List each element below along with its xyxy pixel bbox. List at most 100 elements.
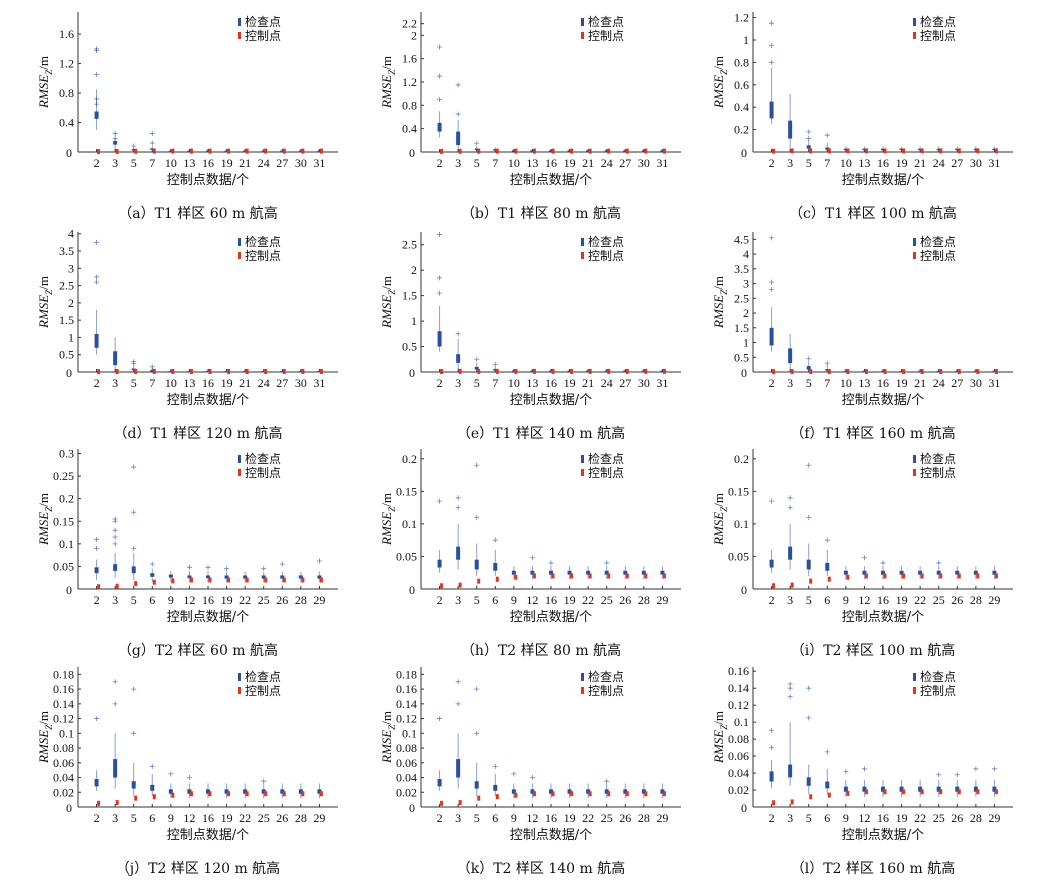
check-box xyxy=(936,786,941,792)
legend-check-label: 检查点 xyxy=(245,234,281,249)
control-marker xyxy=(440,800,444,806)
y-axis-label-unit: /m xyxy=(379,56,394,70)
chart-panel-a: 0 0.4 0.8 1.2 1.6 2 3 5 7 10 13 16 19 21 24 27 30 31 检查点控制… xyxy=(36,12,338,222)
check-box xyxy=(150,573,155,577)
check-box xyxy=(280,150,285,153)
control-marker xyxy=(282,368,286,374)
chart-panel-d: 00.511.522.533.542 3 5 7 10 13 16 19 21 24 27 30 31检… xyxy=(36,227,338,442)
chart-panel-l: 0 0.02 0.04 0.06 0.08 0.1 0.12 0.14 0.16 2 3 5 6 9 12 1… xyxy=(711,664,1013,877)
control-marker xyxy=(514,574,518,580)
x-tick-label: 19 xyxy=(221,376,233,390)
check-box xyxy=(456,759,461,778)
x-tick-label: 5 xyxy=(131,811,137,825)
y-tick-label: 0.4 xyxy=(734,100,749,114)
y-tick-label: 0.06 xyxy=(728,749,749,763)
x-tick-label: 27 xyxy=(619,376,631,390)
legend-check-label: 检查点 xyxy=(245,669,281,684)
check-box xyxy=(113,140,118,145)
legend-control-label: 控制点 xyxy=(245,249,281,263)
x-tick-label: 2 xyxy=(437,156,443,170)
chart-panel-c: 0 0.2 0.4 0.6 0.8 1 1.2 2 3 5 7 10 13 16 19 21 24 27 30 31 检… xyxy=(711,11,1013,222)
x-tick-label: 16 xyxy=(545,376,557,390)
control-marker xyxy=(662,791,666,797)
control-marker xyxy=(440,148,444,154)
legend-check-label: 检查点 xyxy=(588,669,624,684)
y-axis-label-unit: /m xyxy=(711,56,726,70)
legend-check-label: 检查点 xyxy=(245,14,281,29)
panel-caption: （e）T1 样区 140 m 航高 xyxy=(457,425,625,442)
check-box xyxy=(243,575,248,579)
check-box xyxy=(298,575,303,579)
x-tick-label: 16 xyxy=(877,376,889,390)
control-marker xyxy=(827,369,831,375)
x-axis-label: 控制点数据/个 xyxy=(510,173,592,188)
legend-check-label: 检查点 xyxy=(920,14,956,29)
y-tick-label: 0.04 xyxy=(396,771,417,785)
check-box xyxy=(530,370,535,372)
y-tick-label: 0.15 xyxy=(396,484,417,498)
x-tick-label: 26 xyxy=(951,811,963,825)
x-tick-label: 3 xyxy=(455,156,461,170)
check-box xyxy=(549,789,553,794)
check-outlier xyxy=(806,514,812,520)
y-axis-label: RMSEZ/m xyxy=(711,711,729,764)
y-axis-label-unit: /m xyxy=(711,276,726,290)
x-tick-label: 28 xyxy=(295,593,307,607)
check-outlier xyxy=(437,716,443,722)
check-box xyxy=(936,148,941,151)
control-marker xyxy=(957,369,961,375)
check-box xyxy=(94,333,99,348)
y-tick-label: 0.16 xyxy=(396,682,417,696)
control-marker xyxy=(588,368,592,374)
check-box xyxy=(474,781,479,789)
control-marker xyxy=(902,369,906,375)
x-axis-label: 控制点数据/个 xyxy=(510,828,592,843)
x-tick-label: 2 xyxy=(769,593,775,607)
check-box xyxy=(586,570,591,575)
chart-panel-e: 00.511.522.52 3 5 7 10 13 16 19 21 24 27 30 31检查点控制点… xyxy=(379,232,681,442)
x-tick-label: 30 xyxy=(638,156,650,170)
y-tick-label: 0 xyxy=(66,801,72,815)
check-outlier xyxy=(843,768,849,774)
check-box xyxy=(660,789,665,794)
check-box xyxy=(113,351,118,366)
check-outlier xyxy=(474,356,480,362)
control-marker xyxy=(994,573,998,579)
x-tick-label: 24 xyxy=(933,156,945,170)
y-tick-label: 0.5 xyxy=(734,350,749,364)
check-outlier xyxy=(474,730,480,736)
legend-control-marker xyxy=(581,32,584,39)
x-tick-label: 16 xyxy=(202,593,214,607)
x-tick-label: 19 xyxy=(564,593,576,607)
check-box xyxy=(586,789,591,794)
check-outlier xyxy=(824,749,830,755)
check-box xyxy=(168,574,173,578)
check-box xyxy=(936,370,941,373)
y-tick-label: 0.16 xyxy=(728,664,749,678)
x-tick-label: 27 xyxy=(276,376,288,390)
control-marker xyxy=(134,795,138,801)
check-box xyxy=(493,562,498,571)
check-outlier xyxy=(806,462,812,468)
y-tick-label: 0.02 xyxy=(396,785,417,799)
y-tick-label: 0.1 xyxy=(59,537,74,551)
check-box xyxy=(881,370,885,373)
control-marker xyxy=(809,148,813,154)
check-box xyxy=(437,559,442,568)
check-outlier xyxy=(769,728,775,734)
check-box xyxy=(317,150,322,153)
x-tick-label: 29 xyxy=(988,593,1000,607)
check-box xyxy=(150,369,155,372)
control-marker xyxy=(115,800,119,806)
x-tick-label: 25 xyxy=(933,811,945,825)
control-marker xyxy=(440,368,444,374)
y-tick-label: 0.1 xyxy=(402,726,417,740)
x-tick-label: 30 xyxy=(970,156,982,170)
check-outlier xyxy=(787,685,793,691)
check-outlier xyxy=(168,771,174,777)
y-tick-label: 2 xyxy=(743,306,749,320)
check-box xyxy=(456,131,461,145)
x-tick-label: 13 xyxy=(183,156,195,170)
panel-caption: （d）T1 样区 120 m 航高 xyxy=(113,425,282,442)
control-marker xyxy=(772,800,776,806)
